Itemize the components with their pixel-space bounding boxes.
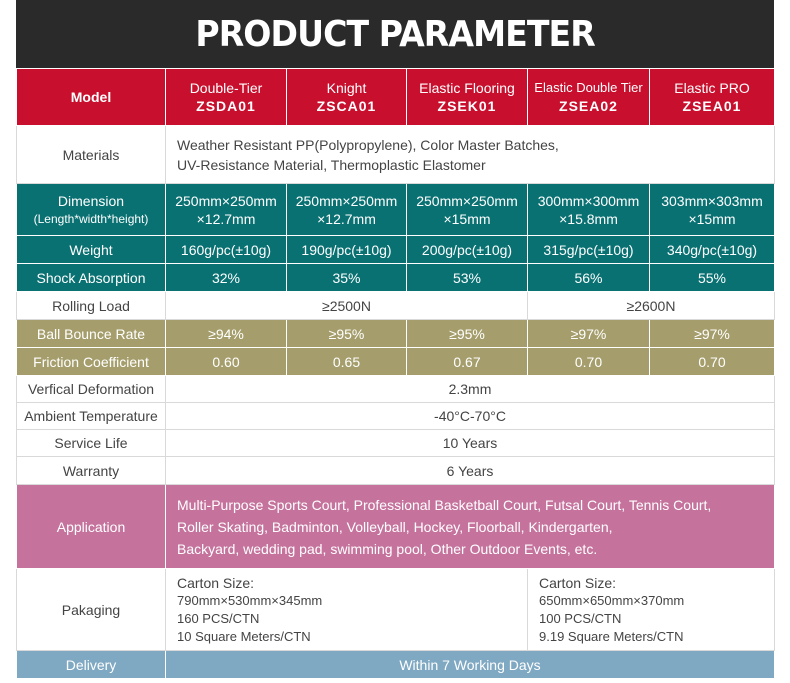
shock-label: Shock Absorption <box>16 263 166 292</box>
friction-label: Friction Coefficient <box>16 347 166 376</box>
shock-cell: 56% <box>527 263 650 292</box>
service-value: 10 Years <box>165 429 775 457</box>
service-label: Service Life <box>16 429 166 457</box>
bounce-cell: ≥97% <box>527 319 650 348</box>
rolling-row: Rolling Load ≥2500N ≥2600N <box>16 291 775 320</box>
application-row: Application Multi-Purpose Sports Court, … <box>16 484 775 569</box>
friction-cell: 0.65 <box>286 347 407 376</box>
packaging-label: Pakaging <box>16 568 166 651</box>
application-value: Multi-Purpose Sports Court, Professional… <box>165 484 775 569</box>
weight-cell: 315g/pc(±10g) <box>527 235 650 264</box>
model-cell: Double-Tier ZSDA01 <box>165 68 287 126</box>
ambient-label: Ambient Temperature <box>16 402 166 430</box>
weight-cell: 190g/pc(±10g) <box>286 235 407 264</box>
warranty-label: Warranty <box>16 456 166 485</box>
friction-cell: 0.67 <box>406 347 528 376</box>
rolling-label: Rolling Load <box>16 291 166 320</box>
friction-cell: 0.70 <box>527 347 650 376</box>
shock-cell: 55% <box>649 263 775 292</box>
deformation-row: Verfical Deformation 2.3mm <box>16 375 775 403</box>
friction-row: Friction Coefficient 0.60 0.65 0.67 0.70… <box>16 347 775 376</box>
delivery-value: Within 7 Working Days <box>165 650 775 679</box>
dimension-cell: 250mm×250mm ×12.7mm <box>286 183 407 236</box>
dimension-cell: 250mm×250mm ×12.7mm <box>165 183 287 236</box>
warranty-row: Warranty 6 Years <box>16 456 775 485</box>
model-cell: Elastic PRO ZSEA01 <box>649 68 775 126</box>
dimension-row: Dimension (Length*width*height) 250mm×250… <box>16 183 775 236</box>
weight-label: Weight <box>16 235 166 264</box>
rolling-value-2: ≥2600N <box>527 291 775 320</box>
materials-row: Materials Weather Resistant PP(Polypropy… <box>16 125 775 184</box>
materials-label: Materials <box>16 125 166 184</box>
weight-row: Weight 160g/pc(±10g) 190g/pc(±10g) 200g/… <box>16 235 775 264</box>
dimension-cell: 250mm×250mm ×15mm <box>406 183 528 236</box>
ambient-value: -40°C-70°C <box>165 402 775 430</box>
shock-row: Shock Absorption 32% 35% 53% 56% 55% <box>16 263 775 292</box>
weight-cell: 340g/pc(±10g) <box>649 235 775 264</box>
friction-cell: 0.70 <box>649 347 775 376</box>
dimension-cell: 300mm×300mm ×15.8mm <box>527 183 650 236</box>
title-banner: PRODUCT PARAMETER <box>16 0 774 68</box>
bounce-cell: ≥95% <box>406 319 528 348</box>
application-label: Application <box>16 484 166 569</box>
bounce-label: Ball Bounce Rate <box>16 319 166 348</box>
packaging-right: Carton Size: 650mm×650mm×370mm 100 PCS/C… <box>527 568 775 651</box>
shock-cell: 35% <box>286 263 407 292</box>
friction-cell: 0.60 <box>165 347 287 376</box>
service-row: Service Life 10 Years <box>16 429 775 457</box>
packaging-row: Pakaging Carton Size: 790mm×530mm×345mm … <box>16 568 775 651</box>
delivery-label: Delivery <box>16 650 166 679</box>
model-cell: Knight ZSCA01 <box>286 68 407 126</box>
model-cell: Elastic Flooring ZSEK01 <box>406 68 528 126</box>
shock-cell: 32% <box>165 263 287 292</box>
rolling-value-1: ≥2500N <box>165 291 528 320</box>
deformation-value: 2.3mm <box>165 375 775 403</box>
model-label: Model <box>16 68 166 126</box>
parameter-table: Model Double-Tier ZSDA01 Knight ZSCA01 Ela… <box>16 68 775 679</box>
deformation-label: Verfical Deformation <box>16 375 166 403</box>
bounce-row: Ball Bounce Rate ≥94% ≥95% ≥95% ≥97% ≥97… <box>16 319 775 348</box>
ambient-row: Ambient Temperature -40°C-70°C <box>16 402 775 430</box>
model-row: Model Double-Tier ZSDA01 Knight ZSCA01 Ela… <box>16 68 775 126</box>
packaging-left: Carton Size: 790mm×530mm×345mm 160 PCS/C… <box>165 568 528 651</box>
bounce-cell: ≥97% <box>649 319 775 348</box>
shock-cell: 53% <box>406 263 528 292</box>
page-title: PRODUCT PARAMETER <box>195 13 595 55</box>
dimension-cell: 303mm×303mm ×15mm <box>649 183 775 236</box>
weight-cell: 160g/pc(±10g) <box>165 235 287 264</box>
materials-value: Weather Resistant PP(Polypropylene), Col… <box>165 125 775 184</box>
bounce-cell: ≥95% <box>286 319 407 348</box>
weight-cell: 200g/pc(±10g) <box>406 235 528 264</box>
bounce-cell: ≥94% <box>165 319 287 348</box>
delivery-row: Delivery Within 7 Working Days <box>16 650 775 679</box>
dimension-label: Dimension (Length*width*height) <box>16 183 166 236</box>
model-cell: Elastic Double Tier ZSEA02 <box>527 68 650 126</box>
warranty-value: 6 Years <box>165 456 775 485</box>
